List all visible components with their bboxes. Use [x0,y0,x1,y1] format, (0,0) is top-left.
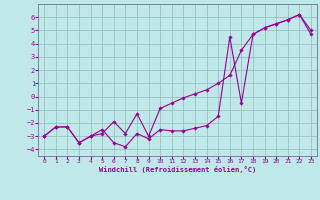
X-axis label: Windchill (Refroidissement éolien,°C): Windchill (Refroidissement éolien,°C) [99,166,256,173]
